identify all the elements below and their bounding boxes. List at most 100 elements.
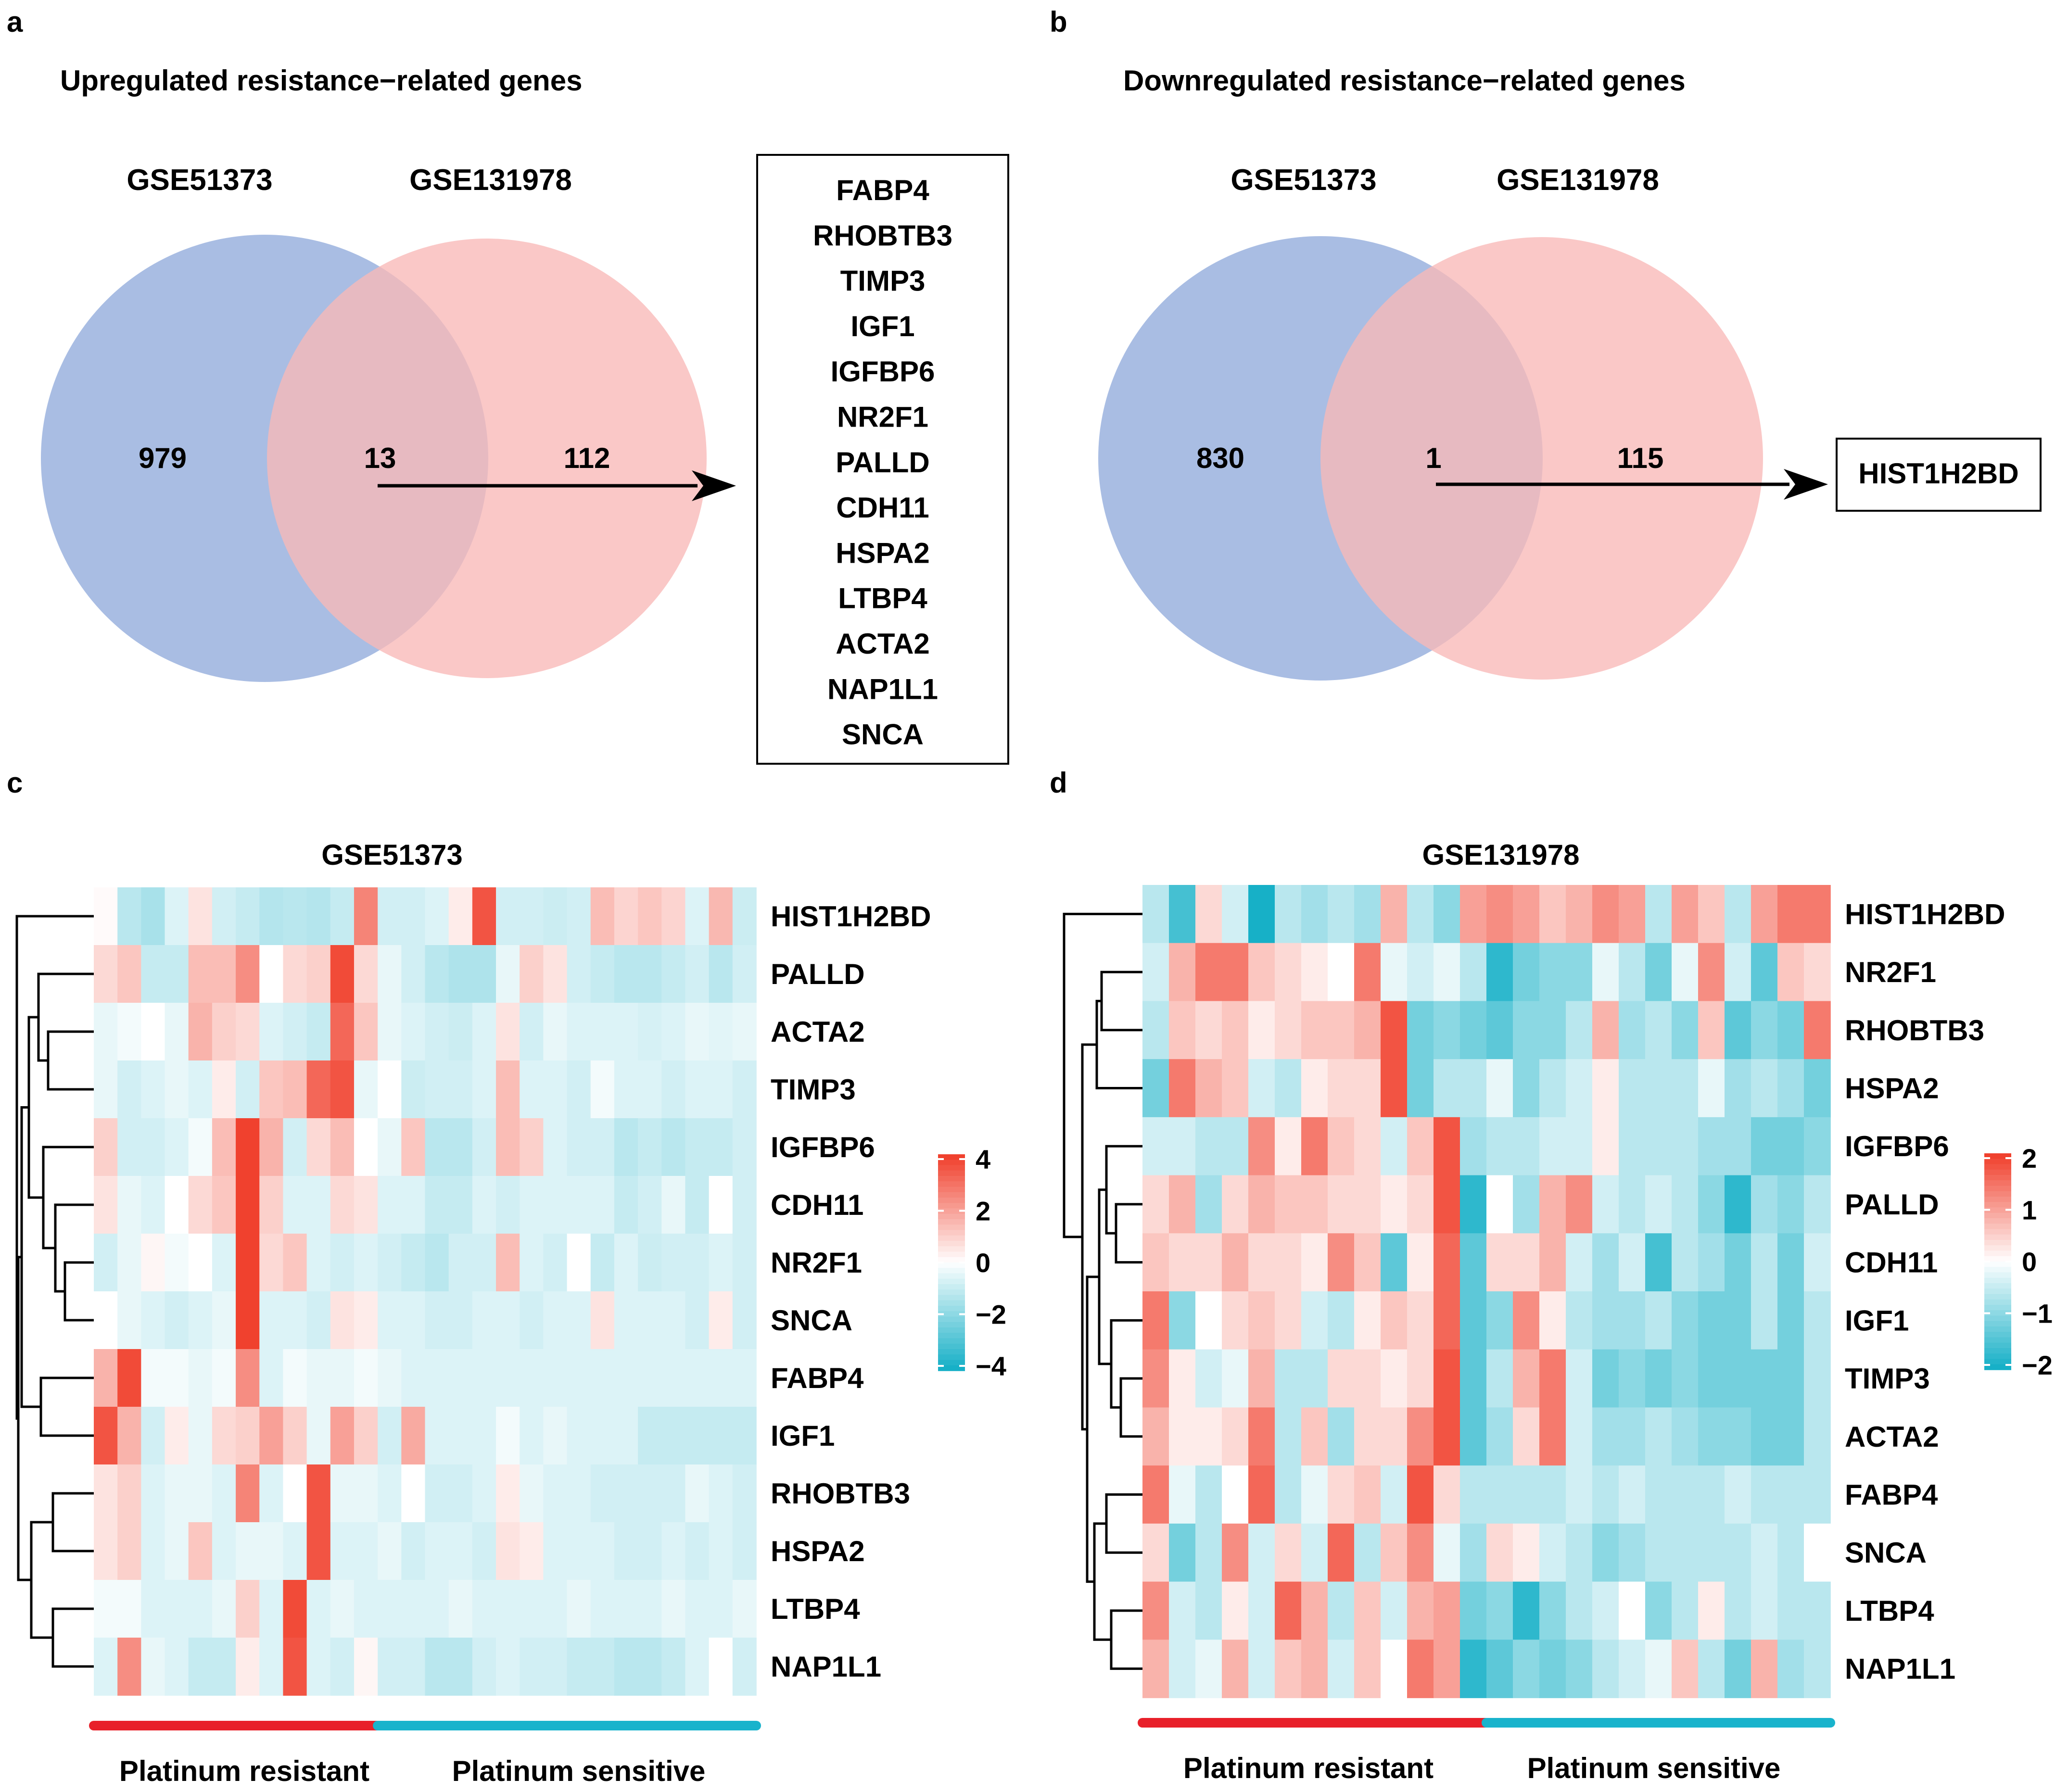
heatmap-cell [1566,943,1593,1002]
heatmap-cell [496,887,520,946]
heatmap-cell [1672,1465,1699,1524]
heatmap-cell [1645,1001,1672,1060]
heatmap-cell [1592,1291,1619,1350]
heatmap-cell [567,1638,591,1696]
heatmap-cell [354,1638,378,1696]
heatmap-cell [1539,1175,1566,1234]
heatmap-cell [354,1407,378,1465]
heatmap-cell [306,1118,331,1176]
heatmap-cell [448,1464,473,1523]
dendrogram-branch [1105,1493,1142,1554]
legend-swatch [1984,1342,2011,1349]
legend-swatch [938,1165,965,1171]
heatmap-cell [1222,1407,1249,1466]
heatmap-cell [1486,1175,1513,1234]
heatmap-cell [1698,1001,1725,1060]
heatmap-cell [354,887,378,946]
legend-swatch [938,1349,965,1355]
heatmap-cell [188,1003,213,1061]
heatmap-cell [1539,1059,1566,1118]
heatmap-cell [1777,1640,1804,1698]
dendrogram-branch [47,1030,94,1091]
venn-b-set2-label: GSE131978 [1497,164,1659,197]
heatmap-cell [117,1291,142,1350]
heatmap-cell [1195,1349,1222,1408]
heatmap-cell [685,1003,710,1061]
heatmap-cell [1142,1465,1169,1524]
heatmap-cell [1645,1523,1672,1582]
heatmap-cell [1195,1117,1222,1176]
legend-swatch [938,1338,965,1344]
dendrogram-branch [1110,1609,1142,1670]
heatmap-cell [1248,1581,1275,1641]
heatmap-cell [354,1234,378,1292]
heatmap-cell [496,1176,520,1234]
heatmap-cell [1328,1581,1355,1641]
heatmap-cell [141,1060,165,1119]
heatmap-cell [141,1118,165,1176]
heatmap-cell [1460,1233,1487,1292]
heatmap-cell [1381,943,1408,1002]
heatmap-cell [1751,1640,1778,1698]
heatmap-cell [1301,1465,1328,1524]
heatmap-cell [188,1060,213,1119]
heatmap-cell [590,1291,615,1350]
dendrogram-branch [27,1016,43,1199]
heatmap-cell [1804,1523,1831,1582]
venn-b-count-only1: 830 [1196,442,1244,474]
heatmap-cell [1275,1349,1302,1408]
legend-swatch [1984,1267,2011,1273]
heatmap-cell [236,1349,260,1407]
heatmap-cell [590,887,615,946]
heatmap-cell [1566,1465,1593,1524]
heatmap-cell [283,1464,307,1523]
heatmap-cell [543,1407,568,1465]
heatmap-cell [1698,1291,1725,1350]
heatmap-cell [259,1349,284,1407]
heatmap-cell [732,1522,757,1580]
heatmap-cell [117,945,142,1003]
heatmap-cell [283,1003,307,1061]
heatmap-cell [330,887,355,946]
row-label: NAP1L1 [1845,1653,1955,1685]
heatmap-cell [590,1060,615,1119]
heatmap-cell [1381,1059,1408,1118]
legend-swatch [938,1273,965,1279]
heatmap-cell [1777,1581,1804,1641]
heatmap-cell [1142,1640,1169,1698]
heatmap-cell [709,1176,733,1234]
heatmap-cell [1486,1001,1513,1060]
heatmap-cell [520,887,544,946]
heatmap-cell [1539,1117,1566,1176]
legend-tick-label: 2 [976,1196,990,1226]
heatmap-cell [472,1176,496,1234]
heatmap-d-legend: 2 1 0 −1 −2 [1984,1143,2053,1380]
heatmap-cell [1434,1233,1460,1292]
dendrogram-branch [42,1146,94,1249]
heatmap-cell [520,1407,544,1465]
heatmap-cell [567,1118,591,1176]
legend-swatch [1984,1175,2011,1181]
heatmap-cell [306,1176,331,1234]
heatmap-cell [614,1176,638,1234]
heatmap-cell [496,1003,520,1061]
heatmap-cell [448,945,473,1003]
heatmap-cell [259,1060,284,1119]
legend-swatch [1984,1288,2011,1295]
heatmap-cell [1645,1291,1672,1350]
heatmap-cell [732,1118,757,1176]
heatmap-cell [1672,943,1699,1002]
heatmap-cell [1460,1059,1487,1118]
heatmap-cell [1222,1640,1249,1698]
heatmap-cell [1592,1001,1619,1060]
heatmap-cell [685,887,710,946]
heatmap-cell [1248,1117,1275,1176]
dendrogram-branch [1110,1319,1142,1409]
heatmap-cell [1725,943,1751,1002]
heatmap-cell [1751,1059,1778,1118]
dendrogram-branch [1100,971,1142,1032]
heatmap-cell [354,1003,378,1061]
heatmap-cell [141,1638,165,1696]
heatmap-cell [661,1118,686,1176]
heatmap-cell [520,1522,544,1580]
